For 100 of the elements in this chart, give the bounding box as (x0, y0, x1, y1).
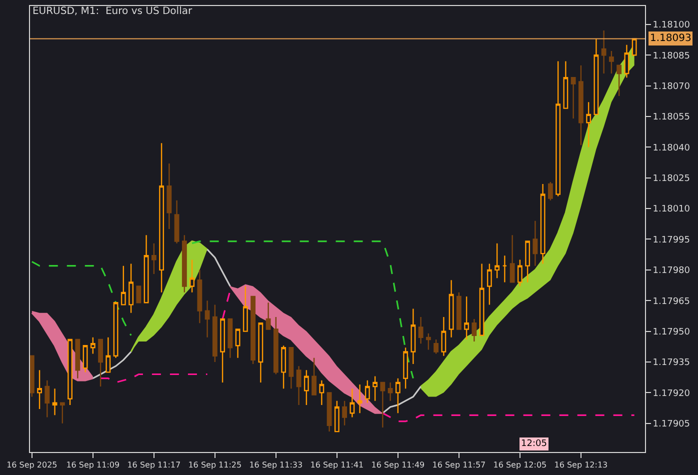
candlestick (228, 318, 233, 358)
x-tick-label: 16 Sep 11:33 (249, 460, 303, 470)
candlestick (472, 318, 477, 342)
candlestick (479, 263, 484, 336)
candlestick (37, 370, 42, 410)
candlestick (44, 380, 50, 418)
x-tick-label: 16 Sep 12:05 (493, 460, 547, 470)
candlestick (113, 302, 118, 358)
candlestick (182, 234, 187, 294)
candlestick (144, 234, 149, 304)
candlestick (632, 38, 637, 56)
y-tick-label: 1.17950 (652, 327, 690, 338)
candlestick (517, 259, 522, 287)
candlestick (594, 38, 599, 116)
x-tick-label: 16 Sep 11:49 (371, 460, 425, 470)
candlestick (395, 378, 400, 414)
candlestick (502, 255, 508, 283)
candlestick (464, 296, 470, 340)
candlestick (570, 77, 576, 120)
y-tick-label: 1.17905 (652, 420, 690, 430)
x-tick-label: 16 Sep 11:57 (432, 460, 486, 470)
chart-title: EURUSD, M1: Euro vs US Dollar (32, 6, 193, 18)
candlestick (448, 280, 454, 338)
candlestick (510, 234, 515, 283)
candlestick (312, 357, 317, 396)
candlestick (75, 338, 80, 379)
candlestick (304, 370, 309, 406)
candlestick (601, 30, 606, 74)
candlestick (166, 162, 172, 230)
candlestick (136, 286, 142, 304)
candlestick (532, 220, 538, 266)
candlestick (364, 380, 370, 404)
candlestick (586, 102, 592, 148)
candlestick (357, 384, 362, 414)
candlestick (197, 269, 202, 324)
candlestick (556, 60, 561, 197)
candlestick (388, 382, 393, 402)
x-tick-label: 16 Sep 11:41 (310, 460, 364, 470)
candlestick (52, 388, 58, 416)
y-tick-label: 1.18040 (652, 143, 690, 154)
candlestick (98, 338, 103, 388)
x-tick-label: 16 Sep 11:17 (127, 460, 181, 470)
candlestick (441, 316, 446, 356)
x-tick-label: 16 Sep 11:25 (188, 460, 242, 470)
candlestick (624, 44, 630, 78)
candlestick (159, 142, 164, 294)
y-tick-label: 1.17980 (652, 266, 690, 276)
candlestick (380, 382, 386, 428)
y-tick-label: 1.17935 (652, 358, 690, 368)
candlestick (212, 304, 218, 363)
candlestick (434, 338, 439, 354)
candlestick (151, 242, 156, 275)
candlestick (90, 336, 96, 354)
y-tick-label: 1.18010 (652, 204, 690, 215)
x-tick-label: 16 Sep 2025 (6, 460, 58, 470)
candlestick (548, 181, 553, 201)
candlestick (258, 322, 264, 384)
candlestick (456, 292, 462, 330)
candlestick (220, 318, 226, 384)
y-tick-label: 1.17995 (652, 235, 690, 246)
candlestick (342, 400, 348, 426)
y-tick-label: 1.18085 (652, 51, 690, 62)
candlestick (174, 200, 180, 244)
candlestick (326, 392, 332, 432)
candlestick (296, 365, 302, 406)
candlestick (563, 60, 568, 109)
candlestick (494, 242, 500, 279)
x-tick-label: 16 Sep 12:13 (554, 460, 608, 470)
candlestick (242, 286, 248, 332)
y-tick-label: 1.18070 (652, 82, 690, 92)
candlestick (128, 263, 134, 314)
candlestick (525, 240, 530, 283)
y-tick-label: 1.17965 (652, 296, 690, 307)
candlestick (68, 338, 72, 406)
y-tick-label: 1.18025 (652, 174, 690, 184)
candlestick (204, 300, 210, 338)
candlestick (30, 355, 34, 398)
candlestick (608, 50, 614, 74)
candlestick (578, 64, 584, 146)
candlestick (281, 345, 286, 390)
candlestick (616, 64, 622, 97)
candlestick (106, 336, 111, 373)
y-tick-label: 1.18055 (652, 112, 690, 123)
y-tick-label: 1.17920 (652, 388, 690, 399)
y-tick-label: 1.18100 (652, 20, 690, 31)
candlestick (190, 259, 195, 294)
candlestick (319, 380, 324, 406)
candlestick (266, 302, 271, 330)
candlestick (235, 328, 240, 358)
annotation: 12:05 (521, 439, 547, 449)
candlestick (82, 345, 88, 373)
candlestick (288, 347, 294, 390)
candlestick (250, 296, 256, 365)
candlestick (410, 308, 416, 365)
candlestick (540, 183, 546, 264)
candlestick (60, 402, 65, 424)
candlestick (418, 316, 424, 344)
candlestick (350, 388, 355, 418)
candlestick (426, 332, 431, 350)
candlestick (120, 265, 126, 306)
